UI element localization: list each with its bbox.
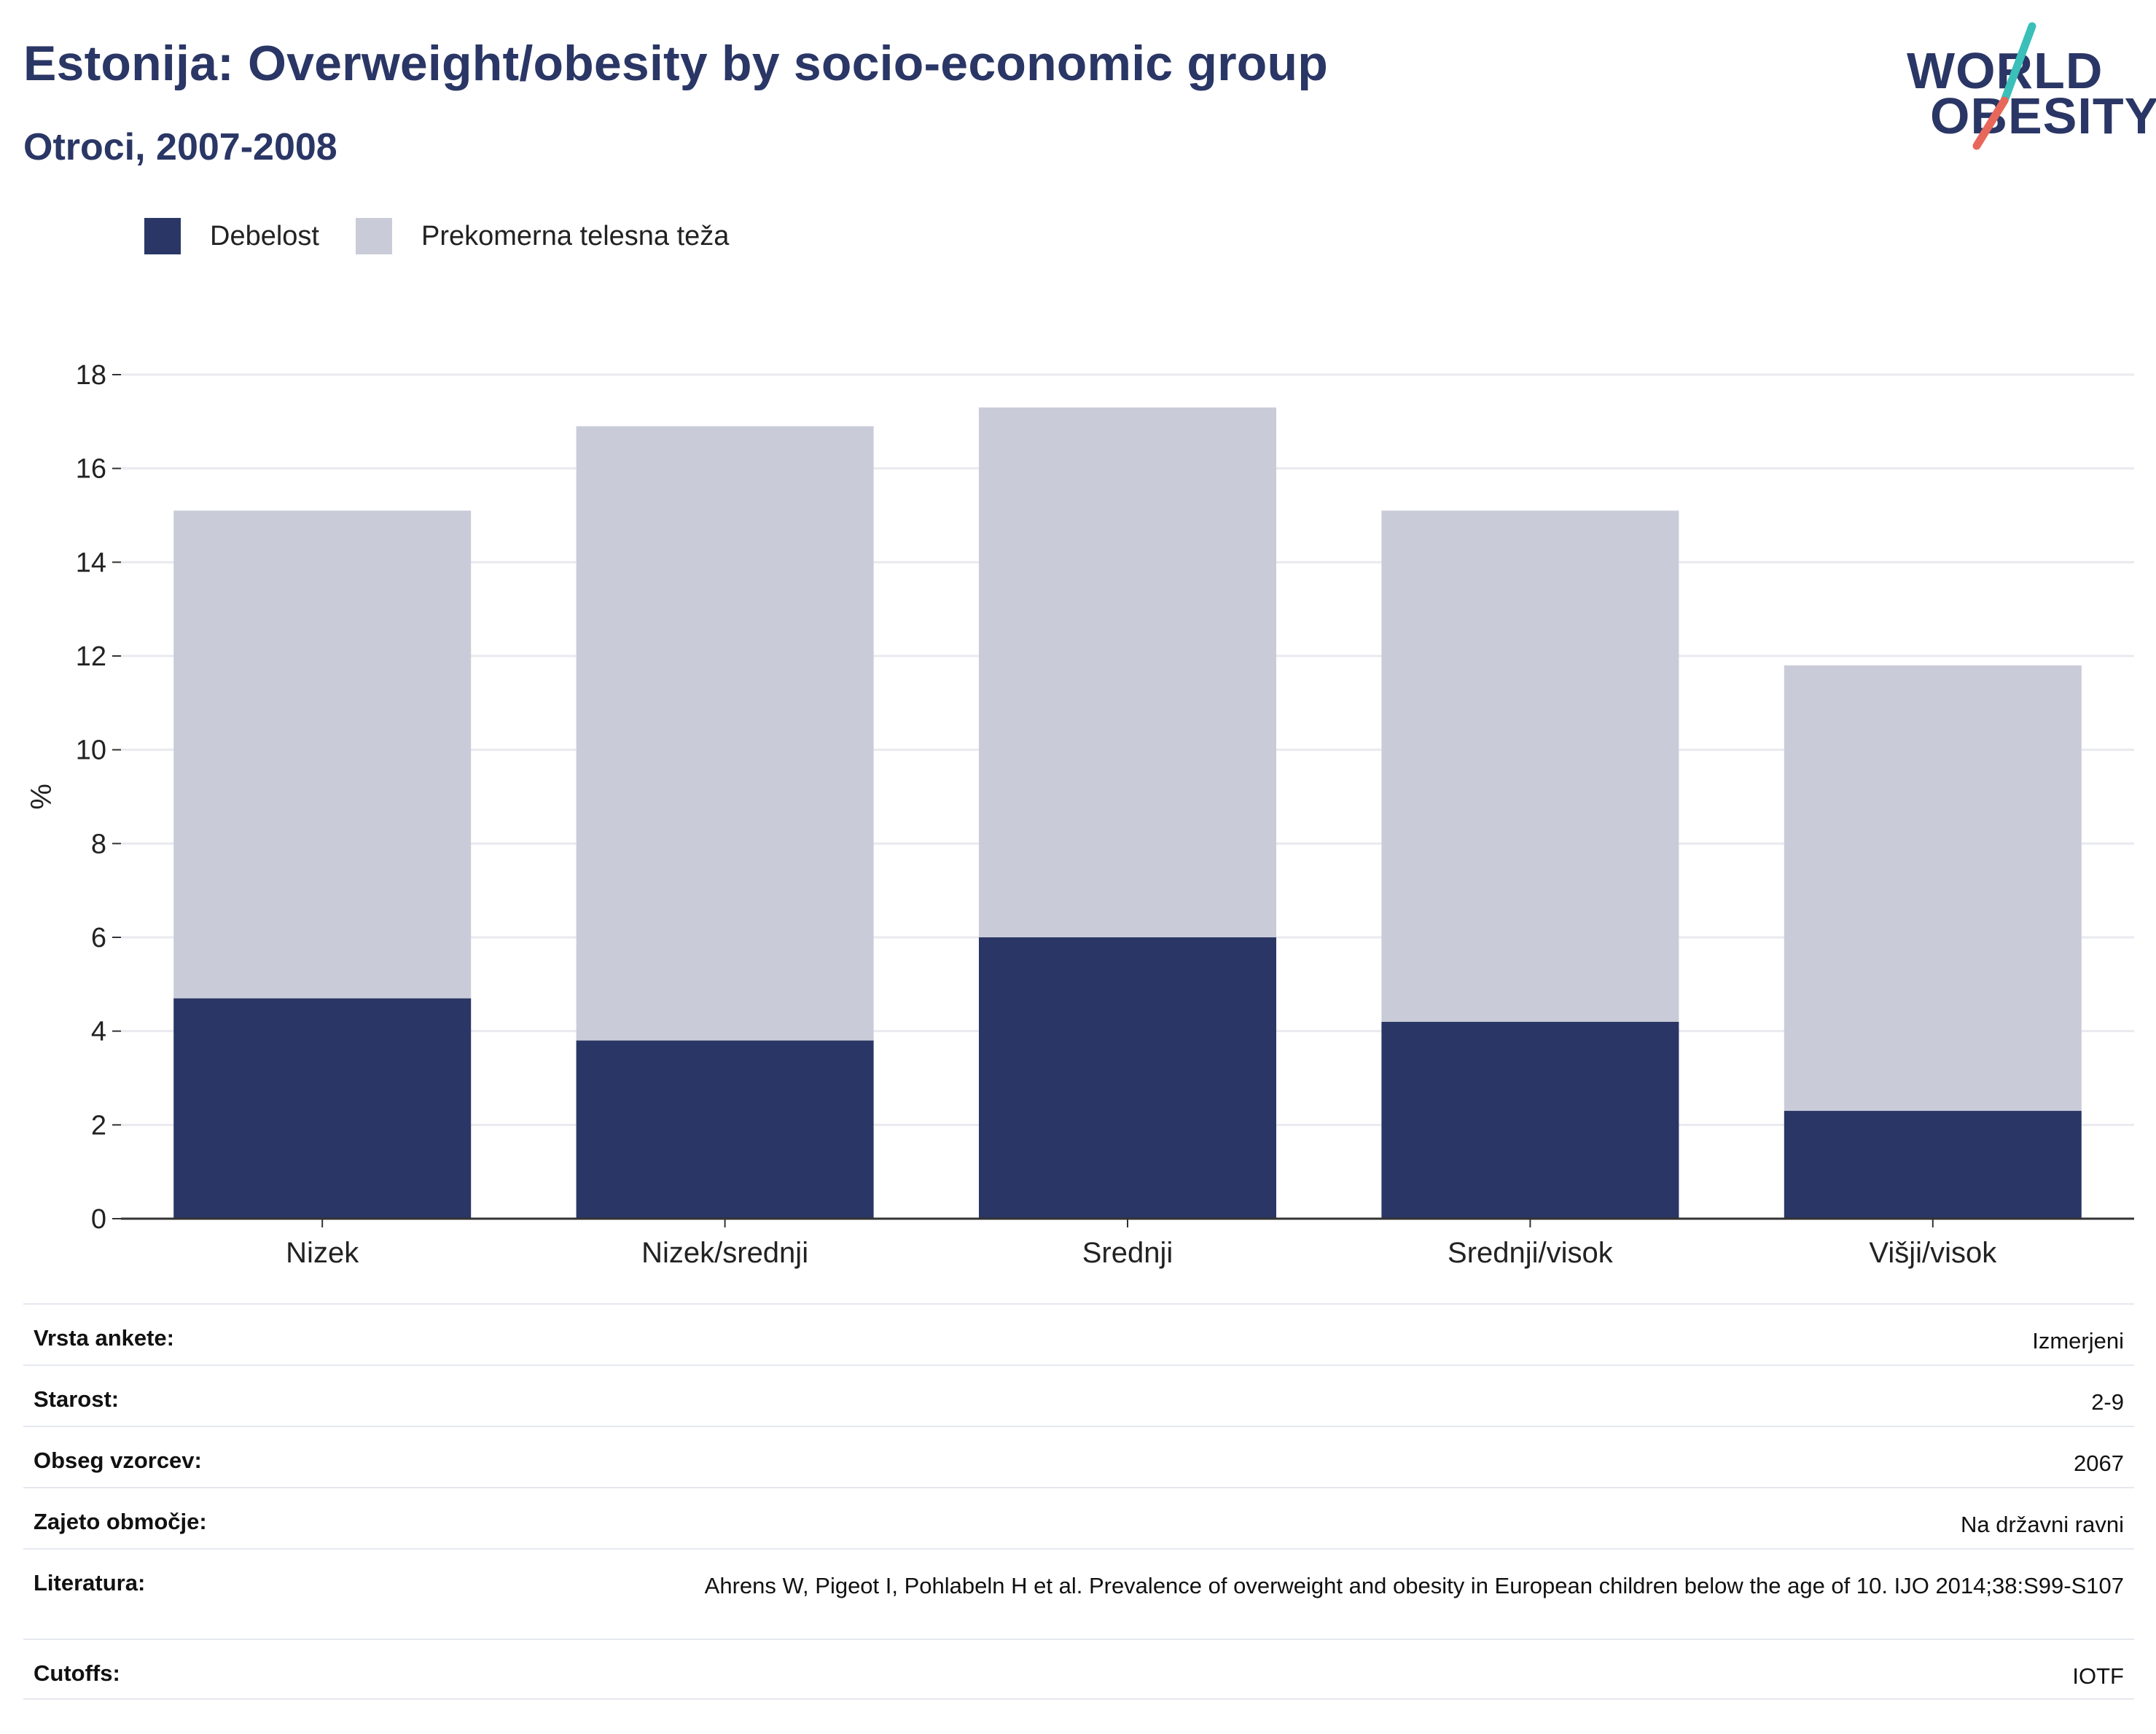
legend-swatch (144, 218, 181, 254)
info-key: Vrsta ankete: (34, 1325, 174, 1351)
y-tick-label: 0 (91, 1204, 106, 1235)
y-tick-label: 12 (76, 641, 106, 672)
x-tick-label: Nizek/srednji (641, 1237, 808, 1269)
chart-subtitle: Otroci, 2007-2008 (23, 126, 337, 168)
bar-debelost-2 (979, 937, 1276, 1219)
info-value: IOTF (2072, 1663, 2124, 1689)
y-tick-label: 10 (76, 735, 106, 766)
y-tick-label: 18 (76, 360, 106, 391)
info-value: 2067 (2074, 1450, 2124, 1476)
info-key: Cutoffs: (34, 1660, 120, 1686)
bar-debelost-1 (576, 1040, 874, 1219)
info-key: Obseg vzorcev: (34, 1448, 202, 1473)
info-value: Ahrens W, Pigeot I, Pohlabeln H et al. P… (704, 1573, 2124, 1598)
legend-label: Prekomerna telesna teža (421, 220, 730, 251)
logo-word-world: WORLD (1907, 42, 2104, 99)
bar-debelost-4 (1784, 1111, 2082, 1219)
x-tick-label: Srednji (1082, 1237, 1173, 1269)
bar-debelost-3 (1381, 1021, 1679, 1219)
info-row-coverage: Zajeto območje: Na državni ravni (23, 1487, 2134, 1548)
logo-word-obesity: OBESITY (1930, 87, 2156, 144)
info-row-age: Starost: 2-9 (23, 1364, 2134, 1426)
y-tick-label: 6 (91, 923, 106, 953)
logo-slash-icon (1972, 22, 2036, 150)
info-key: Zajeto območje: (34, 1509, 207, 1534)
stacked-bar-chart: 0 2 4 6 8 10 12 14 16 18% Nizek Nizek/srednji Srednj… (26, 360, 2134, 1269)
info-row-survey-type: Vrsta ankete: Izmerjeni (23, 1303, 2134, 1364)
survey-info-table: Vrsta ankete: Izmerjeni Starost: 2-9 Obs… (23, 1303, 2134, 1700)
y-tick-label: 14 (76, 547, 106, 578)
legend-label: Debelost (210, 220, 319, 251)
y-tick-label: 4 (91, 1017, 106, 1047)
x-tick-label: Nizek (286, 1237, 359, 1269)
y-tick-label: 8 (91, 829, 106, 859)
bar-debelost-0 (173, 998, 472, 1219)
info-row-literature: Literatura: Ahrens W, Pigeot I, Pohlabel… (23, 1548, 2134, 1639)
info-value: 2-9 (2091, 1389, 2124, 1415)
info-value: Na državni ravni (1961, 1512, 2124, 1537)
info-value: Izmerjeni (2032, 1328, 2124, 1354)
legend-swatch (355, 218, 392, 254)
info-key: Literatura: (34, 1570, 146, 1596)
world-obesity-logo: WORLD OBESITY (1895, 22, 2156, 160)
info-row-sample-size: Obseg vzorcev: 2067 (23, 1426, 2134, 1487)
bar-prekomerna-1 (576, 426, 874, 1041)
info-row-cutoffs: Cutoffs: IOTF (23, 1639, 2134, 1700)
y-axis-label: % (26, 784, 58, 810)
bar-prekomerna-0 (173, 510, 472, 999)
bar-prekomerna-2 (979, 407, 1276, 937)
legend-item-prekomerna-telesna-teza[interactable]: Prekomerna telesna teža (355, 218, 730, 254)
x-tick-label: Višji/visok (1869, 1237, 1997, 1269)
bar-prekomerna-3 (1381, 510, 1679, 1022)
info-key: Starost: (34, 1386, 120, 1412)
chart-title: Estonija: Overweight/obesity by socio-ec… (23, 36, 1329, 91)
y-tick-label: 16 (76, 454, 106, 485)
legend-item-debelost[interactable]: Debelost (144, 218, 319, 254)
bar-prekomerna-4 (1784, 665, 2082, 1112)
x-tick-label: Srednji/visok (1448, 1237, 1614, 1269)
chart-legend: Debelost Prekomerna telesna teža (144, 217, 765, 255)
y-tick-label: 2 (91, 1110, 106, 1141)
